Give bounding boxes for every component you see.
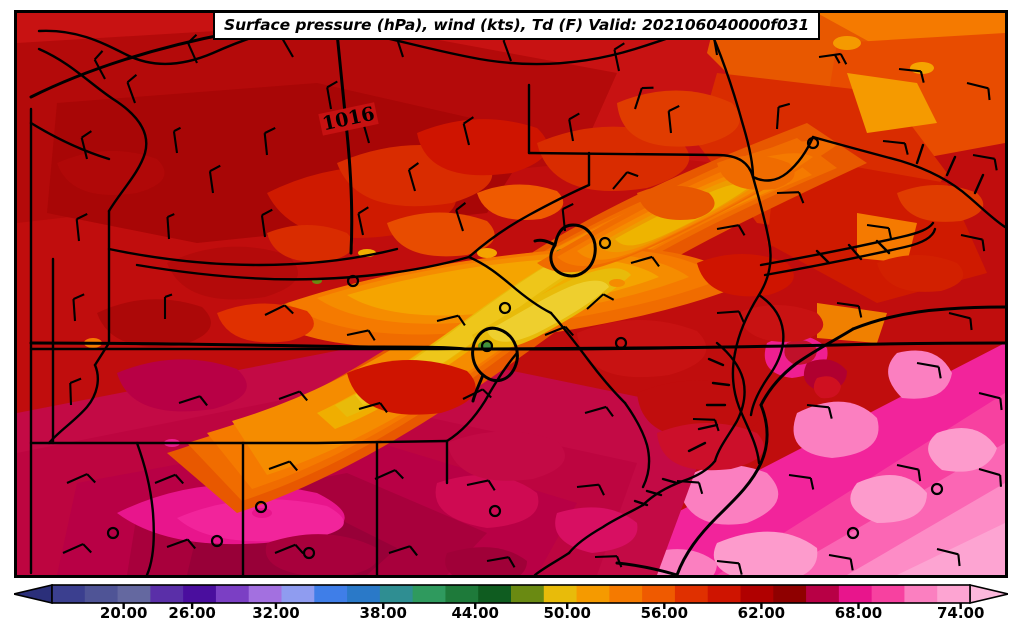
colorbar-band [642,585,676,603]
colorbar-band [84,585,119,603]
colorbar-band [871,585,906,603]
colorbar-tick-label: 20.00 [99,604,148,622]
colorbar-band [52,585,86,603]
colorbar-band [674,585,709,603]
colorbar-band [379,585,414,603]
colorbar-tick-label: 62.00 [737,604,786,622]
colorbar-gradient [14,584,1008,609]
colorbar-band [183,585,217,603]
colorbar-tick-label: 26.00 [168,604,216,622]
map-panel: 1016 [14,10,1008,578]
colorbar-band [806,585,840,603]
colorbar-band [707,585,742,603]
colorbar-tick-labels: 20.00 26.00 32.00 38.00 44.00 50.00 56.00 62.00… [0,604,1022,630]
colorbar-band [314,585,348,603]
colorbar-ticks [122,603,962,609]
colorbar-band [609,585,643,603]
colorbar-bands [52,585,971,603]
colorbar-band [117,585,151,603]
colorbar-tick-label: 68.00 [834,604,883,622]
colorbar-band [773,585,807,603]
colorbar-band [740,585,774,603]
colorbar-band [412,585,447,603]
colorbar-tick-label: 38.00 [359,604,407,622]
colorbar-band [248,585,283,603]
colorbar-band [838,585,873,603]
colorbar-band [576,585,610,603]
colorbar-band [347,585,381,603]
colorbar-band [904,585,938,603]
colorbar-tick-label: 44.00 [451,604,499,622]
colorbar-band [511,585,545,603]
colorbar-band [150,585,184,603]
colorbar [14,584,1008,609]
colorbar-tick-label: 32.00 [252,604,300,622]
colorbar-band [937,585,971,603]
colorbar-tick-label: 50.00 [543,604,591,622]
colorbar-tick-label: 74.00 [936,604,985,622]
map-title: Surface pressure (hPa), wind (kts), Td (… [213,11,821,40]
colorbar-band [445,585,479,603]
colorbar-band [543,585,578,603]
colorbar-extend-right [969,584,1008,605]
colorbar-extend-left [14,584,53,605]
colorbar-band [215,585,250,603]
colorbar-band [281,585,315,603]
dewpoint-contour-map [17,13,1005,575]
colorbar-band [478,585,512,603]
colorbar-tick-label: 56.00 [640,604,689,622]
